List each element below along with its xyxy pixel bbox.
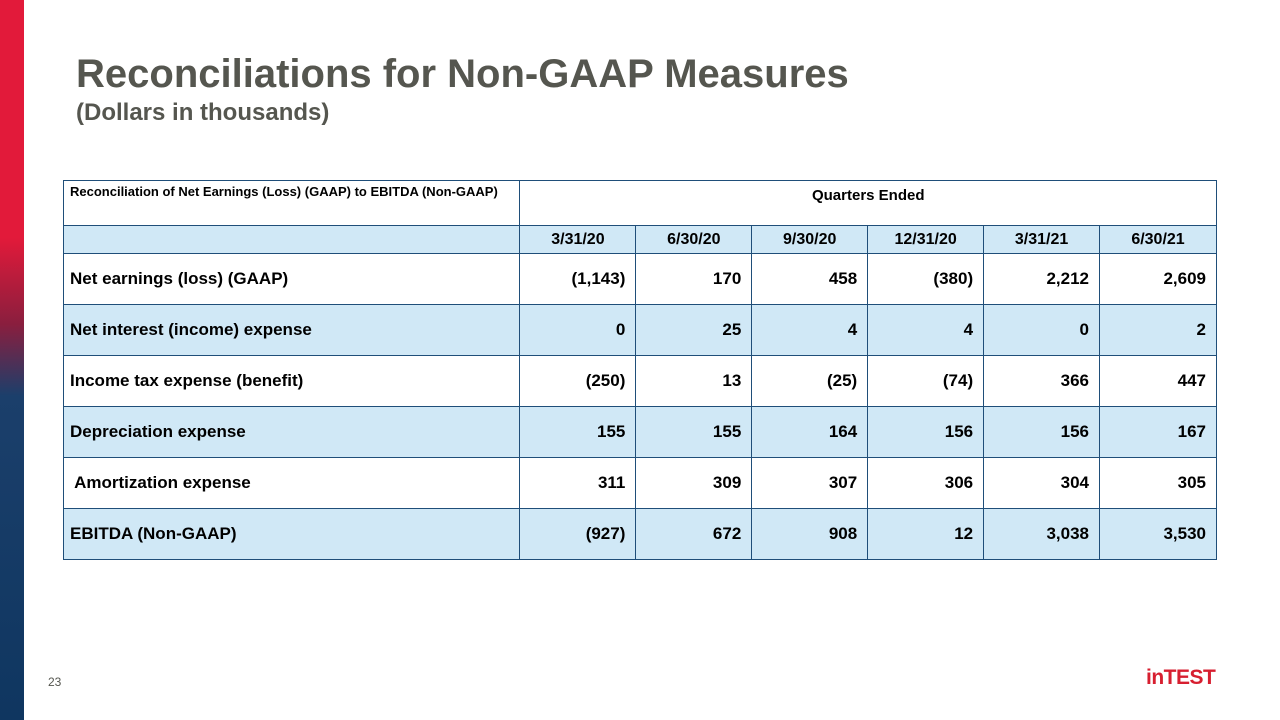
table-cell: 3,530 xyxy=(1099,508,1217,560)
slide-subtitle: (Dollars in thousands) xyxy=(76,99,330,126)
table-cell: 0 xyxy=(519,304,637,356)
table-cell: (250) xyxy=(519,355,637,407)
row-label: Net earnings (loss) (GAAP) xyxy=(62,253,521,305)
table-cell: 366 xyxy=(983,355,1101,407)
column-header: 9/30/20 xyxy=(751,225,869,254)
page-number: 23 xyxy=(48,675,62,689)
table-cell: 306 xyxy=(867,457,985,509)
table-cell: 13 xyxy=(635,355,753,407)
row-label: Income tax expense (benefit) xyxy=(62,355,521,407)
table-cell: 2,609 xyxy=(1099,253,1217,305)
table-row: Depreciation expense 155 155 164 156 156… xyxy=(62,406,1217,458)
table-cell: 155 xyxy=(519,406,637,458)
table-cell: 305 xyxy=(1099,457,1217,509)
table-cell: 3,038 xyxy=(983,508,1101,560)
row-label: Depreciation expense xyxy=(62,406,521,458)
table-cell: 307 xyxy=(751,457,869,509)
row-label: EBITDA (Non-GAAP) xyxy=(62,508,521,560)
slide-title: Reconciliations for Non-GAAP Measures xyxy=(76,52,849,96)
table-cell: (927) xyxy=(519,508,637,560)
reconciliation-table: Reconciliation of Net Earnings (Loss) (G… xyxy=(62,180,1217,560)
table-cell: 2,212 xyxy=(983,253,1101,305)
table-cell: (74) xyxy=(867,355,985,407)
table-row: EBITDA (Non-GAAP) (927) 672 908 12 3,038… xyxy=(62,508,1217,560)
table-cell: 156 xyxy=(867,406,985,458)
table-cell: 311 xyxy=(519,457,637,509)
table-cell: 458 xyxy=(751,253,869,305)
table-cell: (1,143) xyxy=(519,253,637,305)
table-row: Net interest (income) expense 0 25 4 4 0… xyxy=(62,304,1217,356)
table-cell: 672 xyxy=(635,508,753,560)
table-cell: 167 xyxy=(1099,406,1217,458)
table-cell: 25 xyxy=(635,304,753,356)
table-cell: 4 xyxy=(751,304,869,356)
table-cell: 170 xyxy=(635,253,753,305)
column-header: 12/31/20 xyxy=(867,225,985,254)
table-header-row: Reconciliation of Net Earnings (Loss) (G… xyxy=(62,180,1217,226)
table-row: Net earnings (loss) (GAAP) (1,143) 170 4… xyxy=(62,253,1217,305)
table-cell: 447 xyxy=(1099,355,1217,407)
column-header: 6/30/21 xyxy=(1099,225,1217,254)
column-header-blank xyxy=(62,225,521,254)
table-cell: 155 xyxy=(635,406,753,458)
quarters-ended-header: Quarters Ended xyxy=(519,180,1217,226)
table-caption: Reconciliation of Net Earnings (Loss) (G… xyxy=(62,180,521,226)
column-header: 6/30/20 xyxy=(635,225,753,254)
table-cell: (380) xyxy=(867,253,985,305)
side-accent-bar xyxy=(0,0,24,720)
table-cell: 12 xyxy=(867,508,985,560)
table-cell: 908 xyxy=(751,508,869,560)
table-cell: 4 xyxy=(867,304,985,356)
row-label: Net interest (income) expense xyxy=(62,304,521,356)
column-header: 3/31/21 xyxy=(983,225,1101,254)
row-label: Amortization expense xyxy=(62,457,521,509)
table-cell: 304 xyxy=(983,457,1101,509)
table-cell: 0 xyxy=(983,304,1101,356)
table-cell: 156 xyxy=(983,406,1101,458)
table-cell: 309 xyxy=(635,457,753,509)
table-cell: (25) xyxy=(751,355,869,407)
column-header: 3/31/20 xyxy=(519,225,637,254)
intest-logo: inTEST xyxy=(1146,666,1216,689)
table-row: Income tax expense (benefit) (250) 13 (2… xyxy=(62,355,1217,407)
column-header-row: 3/31/20 6/30/20 9/30/20 12/31/20 3/31/21… xyxy=(62,225,1217,254)
table-cell: 164 xyxy=(751,406,869,458)
table-row: Amortization expense 311 309 307 306 304… xyxy=(62,457,1217,509)
table-cell: 2 xyxy=(1099,304,1217,356)
